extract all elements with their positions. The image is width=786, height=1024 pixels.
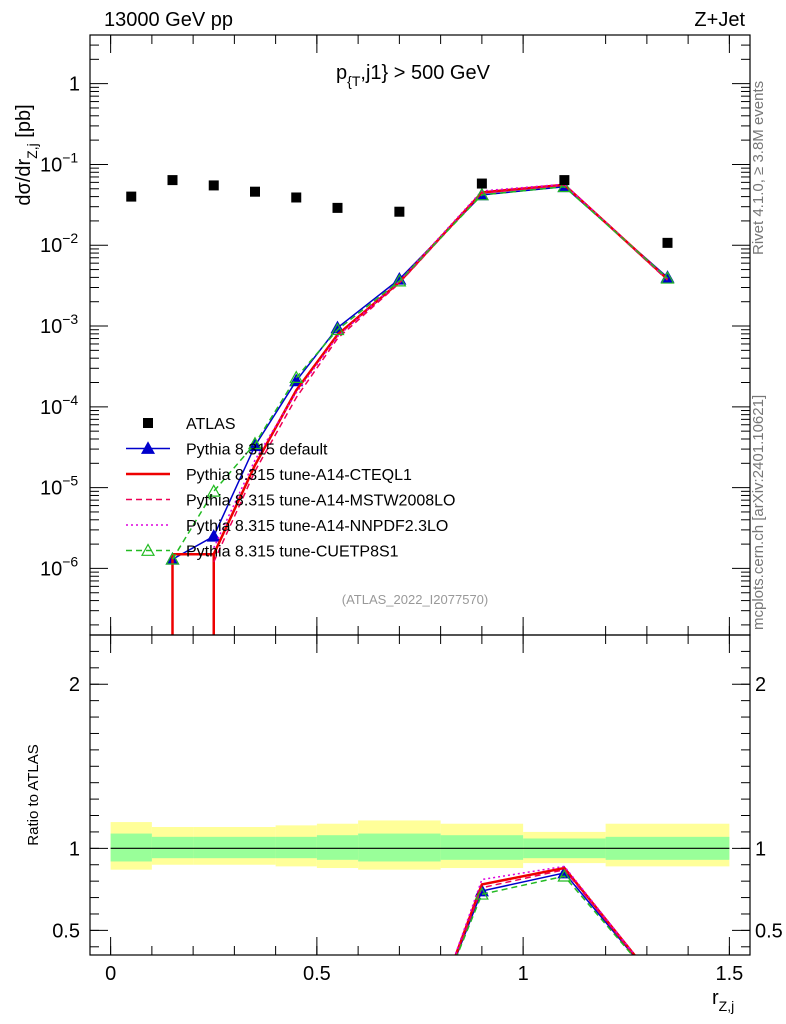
legend-marker-atlas (143, 418, 153, 428)
ratio-ytick-label-right: 2 (755, 674, 766, 696)
ratio-ytick-label-right: 1 (755, 838, 766, 860)
ytick-label: 10−6 (40, 553, 78, 580)
legend-label: Pythia 8.315 default (186, 442, 328, 459)
atlas-data-point (559, 175, 570, 186)
xtick-label: 1 (518, 963, 529, 985)
ratio-ylabel: Ratio to ATLAS (25, 744, 42, 845)
ratio-series-line (454, 866, 637, 955)
series-marker (289, 370, 304, 384)
ratio-ytick-label-right: 0.5 (755, 920, 783, 942)
band-inner (358, 833, 441, 862)
legend-label: Pythia 8.315 tune-A14-NNPDF2.3LO (186, 518, 448, 535)
ratio-frame (89, 634, 751, 956)
series-marker (660, 271, 675, 284)
band-inner (151, 836, 194, 859)
band-inner (193, 836, 276, 859)
main-series-group (165, 179, 675, 635)
ytick-label: 10−4 (40, 392, 78, 419)
legend-label: ATLAS (186, 416, 236, 433)
legend-marker (140, 543, 156, 556)
ratio-series-group (454, 865, 637, 955)
header-left: 13000 GeV pp (104, 9, 233, 31)
ratio-marker (474, 887, 489, 900)
series-line (171, 185, 668, 560)
analysis-watermark: (ATLAS_2022_I2077570) (342, 592, 488, 607)
x-axis-label: rZ,j (712, 987, 734, 1014)
ratio-bands (110, 820, 730, 870)
atlas-data-point (208, 180, 219, 191)
atlas-data-point (167, 175, 178, 186)
atlas-data-point (662, 237, 673, 248)
ratio-panel (110, 820, 730, 955)
ratio-series-line (455, 872, 635, 955)
ratio-series-line (454, 865, 636, 955)
band-inner (316, 835, 359, 860)
ytick-label: 1 (69, 74, 80, 96)
header-right: Z+Jet (694, 9, 745, 31)
legend-label: Pythia 8.315 tune-CUETP8S1 (186, 544, 399, 561)
ytick-label: 10−1 (40, 149, 78, 176)
band-inner (110, 833, 152, 862)
band-inner (440, 835, 524, 860)
series-marker (330, 322, 345, 336)
main-ylabel: dσ/drZ,j [pb] (13, 104, 40, 205)
ytick-label: 10−3 (40, 311, 78, 338)
legend: ATLAS Pythia 8.315 default Pythia 8.315 tu… (126, 416, 455, 561)
main-panel (126, 175, 675, 635)
series-line (213, 183, 669, 549)
series-marker (247, 438, 263, 452)
mcplots-label: mcplots.cern.ch [arXiv:2401.10621] (750, 395, 767, 630)
series-marker (247, 436, 263, 450)
band-inner (275, 836, 317, 859)
series-marker (474, 187, 489, 201)
legend-label: Pythia 8.315 tune-A14-MSTW2008LO (186, 493, 455, 510)
xtick-label: 0.5 (303, 963, 331, 985)
series-marker (206, 484, 221, 497)
atlas-data-point (332, 202, 343, 213)
ytick-label: 10−2 (40, 230, 78, 257)
xtick-label: 0 (105, 963, 116, 985)
series-marker (392, 273, 407, 287)
ratio-series-line (455, 868, 635, 955)
ratio-marker (557, 868, 572, 882)
ratio-series-line (456, 875, 634, 955)
series-line (213, 184, 669, 563)
rivet-label: Rivet 4.1.0, ≥ 3.8M events (750, 81, 767, 255)
atlas-data-point (250, 186, 260, 197)
xtick-label: 1.5 (715, 963, 743, 985)
main-title: p{T,j1} > 500 GeV (336, 62, 491, 89)
series-marker (165, 551, 180, 565)
atlas-data-point (126, 191, 137, 202)
series-marker (206, 529, 221, 542)
legend-marker (140, 441, 156, 454)
atlas-data-point (394, 206, 405, 217)
atlas-data-point (291, 192, 302, 203)
ytick-label: 10−5 (40, 473, 78, 500)
legend-label: Pythia 8.315 tune-A14-CTEQL1 (186, 467, 412, 484)
series-marker (557, 179, 572, 193)
atlas-data-point (476, 178, 487, 189)
axes: 10−6 10−5 10−4 10−3 10−2 10−1 1 0.5 0.5 1 1 2 2 0 0.5 1… (40, 34, 783, 985)
ratio-ytick-label-left: 0.5 (52, 920, 80, 942)
ratio-ytick-label-left: 2 (69, 674, 80, 696)
ratio-ytick-label-left: 1 (69, 838, 80, 860)
